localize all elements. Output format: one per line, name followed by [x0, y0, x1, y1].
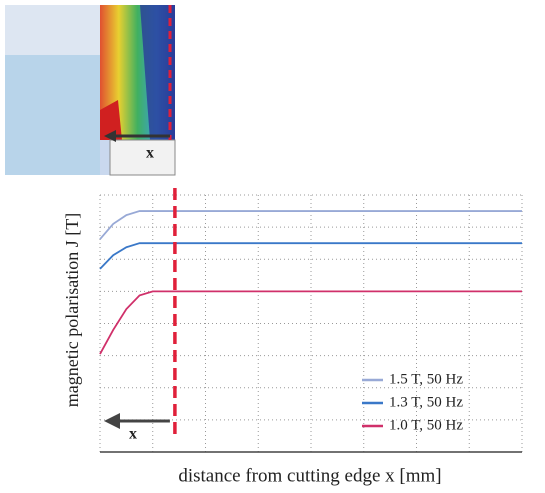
arrow-label: x [129, 426, 137, 443]
legend-label: 1.0 T, 50 Hz [389, 417, 463, 433]
y-axis-label: magnetic polarisation J [T] [62, 213, 82, 407]
simulation-image [5, 5, 176, 176]
legend-label: 1.3 T, 50 Hz [389, 394, 463, 410]
arrow-head [104, 413, 120, 429]
series-line [99, 210, 522, 240]
x-axis-label: distance from cutting edge x [mm] [178, 465, 441, 486]
legend-label: 1.5 T, 50 Hz [389, 371, 463, 387]
series-line [99, 290, 522, 355]
image-label: x [146, 145, 154, 162]
series-line [99, 242, 522, 270]
